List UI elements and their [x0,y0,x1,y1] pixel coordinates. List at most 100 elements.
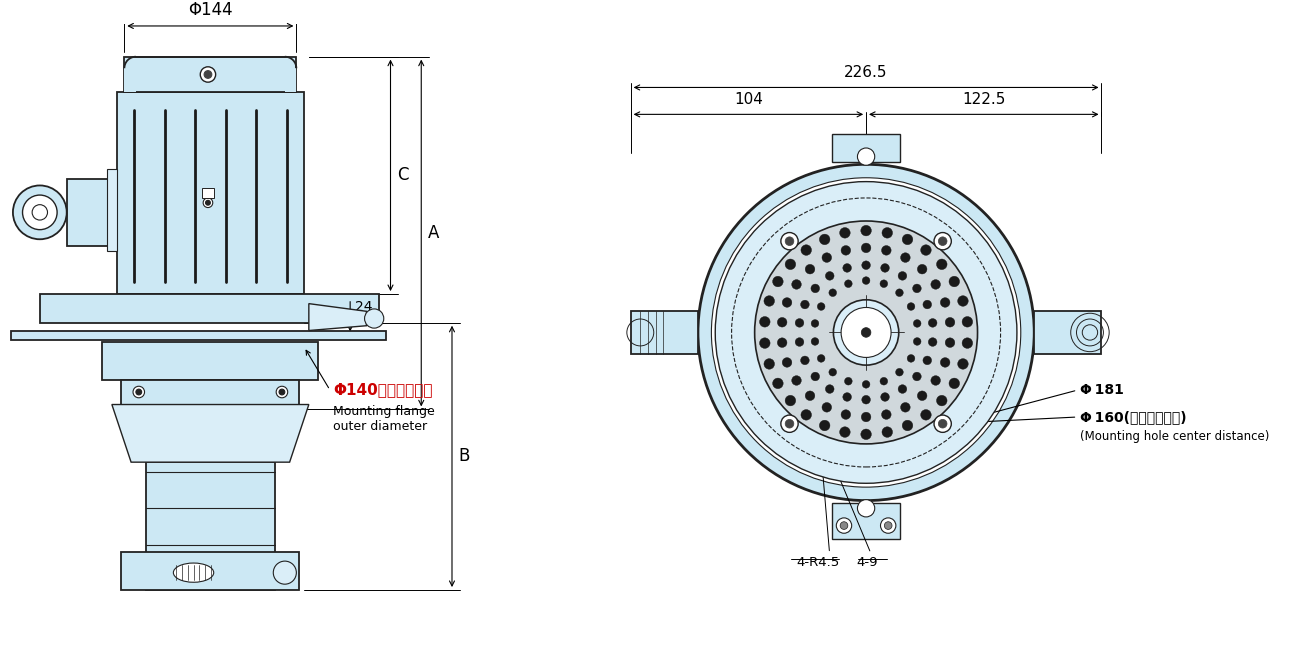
Circle shape [921,245,931,256]
Circle shape [880,377,888,385]
Polygon shape [112,405,309,462]
Circle shape [841,308,891,357]
Circle shape [825,385,835,393]
Text: A: A [428,224,439,242]
Circle shape [896,289,904,296]
Circle shape [759,316,769,327]
Circle shape [898,385,906,393]
Circle shape [901,253,910,262]
Circle shape [764,359,775,369]
Circle shape [881,409,891,419]
Text: 122.5: 122.5 [962,92,1005,106]
Polygon shape [146,462,275,590]
Circle shape [940,298,950,307]
Circle shape [958,296,969,306]
Polygon shape [40,294,379,323]
Circle shape [836,518,852,533]
Circle shape [862,277,870,284]
Circle shape [840,522,848,529]
Circle shape [811,372,819,381]
Polygon shape [1034,311,1101,354]
Circle shape [934,415,952,432]
Circle shape [801,356,810,365]
Circle shape [840,427,850,438]
Circle shape [822,403,832,412]
Circle shape [698,165,1034,500]
Circle shape [796,318,803,327]
Circle shape [858,500,875,517]
Circle shape [279,389,285,395]
Circle shape [881,227,893,238]
Circle shape [841,409,850,419]
Polygon shape [107,169,117,251]
Circle shape [918,391,927,401]
Circle shape [801,409,811,420]
Circle shape [825,272,835,280]
Polygon shape [832,134,900,163]
Text: C: C [397,167,409,185]
Text: 226.5: 226.5 [844,65,888,80]
Circle shape [33,205,47,220]
Polygon shape [121,381,299,405]
Circle shape [940,358,950,367]
Circle shape [939,419,947,428]
Text: 4-R4.5: 4-R4.5 [796,557,840,569]
Circle shape [918,264,927,274]
Circle shape [796,338,803,347]
Text: Φ140安装法兰外径: Φ140安装法兰外径 [333,383,432,397]
Circle shape [781,415,798,432]
Circle shape [861,225,871,236]
Circle shape [772,378,784,389]
Polygon shape [125,68,135,92]
Circle shape [923,300,932,309]
Text: B: B [458,448,470,466]
Polygon shape [202,189,214,198]
Circle shape [811,320,819,327]
Circle shape [792,280,801,289]
Text: Φ 181: Φ 181 [1081,383,1124,397]
Text: 104: 104 [734,92,763,106]
Polygon shape [285,68,297,92]
Circle shape [22,195,57,229]
Circle shape [135,389,142,395]
Circle shape [833,300,898,365]
Circle shape [785,237,794,246]
Circle shape [862,328,871,337]
Circle shape [862,395,871,404]
Circle shape [819,420,829,431]
Circle shape [921,409,931,420]
Circle shape [276,386,288,398]
Circle shape [845,377,853,385]
Polygon shape [125,57,297,92]
Circle shape [777,318,786,327]
Circle shape [785,419,794,428]
Polygon shape [630,311,698,354]
Circle shape [913,320,921,327]
Circle shape [923,356,932,365]
Circle shape [829,289,837,296]
Circle shape [204,71,212,78]
Circle shape [805,264,815,274]
Circle shape [365,309,384,328]
Circle shape [939,237,947,246]
Circle shape [822,253,832,262]
Circle shape [928,318,937,327]
Circle shape [945,318,954,327]
Polygon shape [10,330,385,340]
Circle shape [934,233,952,250]
Circle shape [842,264,852,272]
Circle shape [902,420,913,431]
Circle shape [777,338,786,347]
Text: (Mounting hole center distance): (Mounting hole center distance) [1081,429,1269,443]
Circle shape [958,359,969,369]
Circle shape [811,338,819,345]
Circle shape [755,221,978,444]
Circle shape [840,227,850,238]
Text: Mounting flange: Mounting flange [333,405,435,417]
Circle shape [201,67,216,82]
Circle shape [962,338,973,349]
Circle shape [931,376,940,385]
Circle shape [818,355,825,362]
Circle shape [711,178,1021,487]
Circle shape [949,378,960,389]
